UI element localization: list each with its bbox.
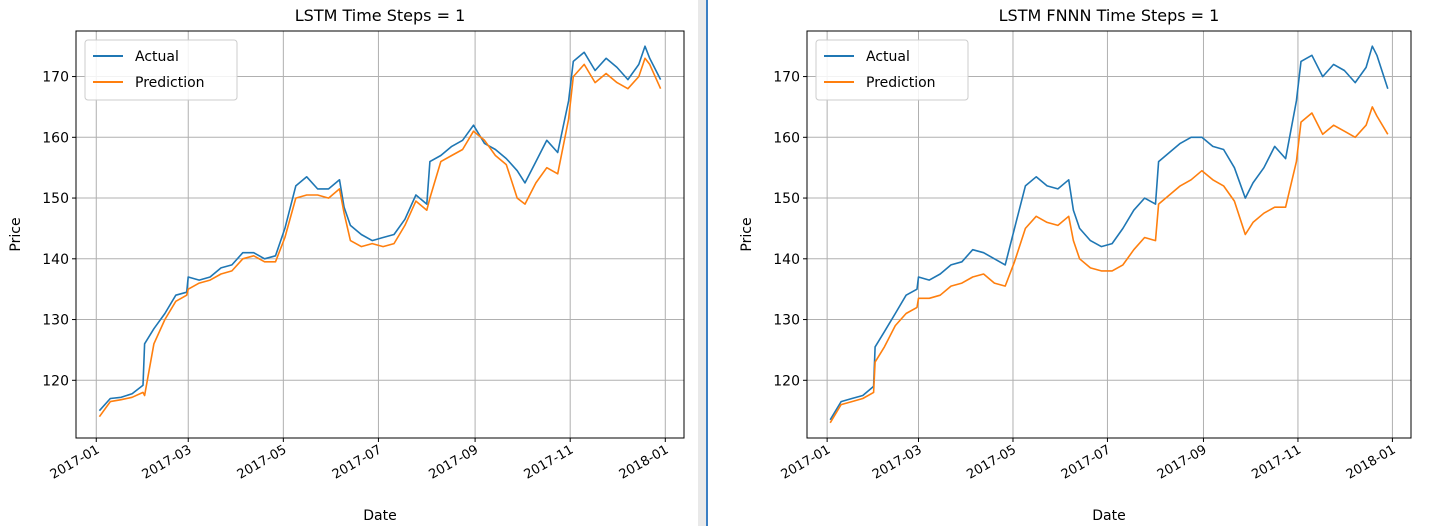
series-line-actual <box>98 45 662 412</box>
x-tick-label: 2017-03 <box>870 442 925 482</box>
x-tick-label: 2017-09 <box>1155 442 1210 482</box>
x-axis: 2017-01 2017-03 2017-05 2017-07 2017-09 2017-… <box>779 438 1399 524</box>
series-line-actual <box>829 45 1389 421</box>
y-tick-label: 150 <box>773 191 800 207</box>
y-axis: 120 130 140 150 160 170 Price <box>739 70 807 389</box>
legend: Actual Prediction <box>84 39 238 101</box>
series-line-prediction <box>98 57 662 418</box>
series-line-prediction <box>829 106 1389 424</box>
y-tick-label: 170 <box>773 70 800 86</box>
panel-divider-accent <box>706 0 708 526</box>
x-tick-label: 2017-07 <box>1059 442 1114 482</box>
x-tick-label: 2017-09 <box>427 442 482 482</box>
legend-label-actual: Actual <box>866 49 910 65</box>
chart-lstm-fnnn-time-steps: 2017-01 2017-03 2017-05 2017-07 2017-09 2017-… <box>739 6 1412 524</box>
x-tick-label: 2017-05 <box>964 442 1019 482</box>
x-axis-label: Date <box>1092 508 1125 524</box>
y-tick-label: 160 <box>42 130 69 146</box>
chart-title: LSTM FNNN Time Steps = 1 <box>999 6 1220 25</box>
y-tick-label: 140 <box>773 252 800 268</box>
series-group <box>98 45 662 418</box>
axes-frame <box>75 30 685 439</box>
legend-label-actual: Actual <box>135 49 179 65</box>
y-tick-label: 120 <box>42 373 69 389</box>
y-tick-label: 170 <box>42 70 69 86</box>
axes-frame <box>806 30 1412 439</box>
chart-title: LSTM Time Steps = 1 <box>295 6 466 25</box>
x-tick-label: 2017-07 <box>330 442 385 482</box>
x-tick-label: 2017-01 <box>48 442 103 482</box>
x-tick-label: 2018-01 <box>1344 442 1399 482</box>
y-axis-label: Price <box>8 217 24 251</box>
y-tick-label: 120 <box>773 373 800 389</box>
legend-label-prediction: Prediction <box>135 75 205 91</box>
x-tick-label: 2017-01 <box>779 442 834 482</box>
x-tick-label: 2018-01 <box>617 442 672 482</box>
x-axis: 2017-01 2017-03 2017-05 2017-07 2017-09 2017-… <box>48 438 672 524</box>
y-tick-label: 130 <box>42 313 69 329</box>
panel-divider-light <box>698 0 707 526</box>
y-tick-label: 130 <box>773 313 800 329</box>
chart-lstm-time-steps: 2017-01 2017-03 2017-05 2017-07 2017-09 2017-… <box>8 6 685 524</box>
y-axis-label: Price <box>739 217 755 251</box>
x-tick-label: 2017-11 <box>522 442 577 482</box>
x-tick-label: 2017-05 <box>235 442 290 482</box>
y-tick-label: 140 <box>42 252 69 268</box>
y-tick-label: 160 <box>773 130 800 146</box>
legend-label-prediction: Prediction <box>866 75 936 91</box>
x-tick-label: 2017-11 <box>1249 442 1304 482</box>
series-group <box>829 45 1389 424</box>
x-tick-label: 2017-03 <box>140 442 195 482</box>
y-tick-label: 150 <box>42 191 69 207</box>
x-axis-label: Date <box>363 508 396 524</box>
y-axis: 120 130 140 150 160 170 Price <box>8 70 76 389</box>
legend: Actual Prediction <box>815 39 969 101</box>
